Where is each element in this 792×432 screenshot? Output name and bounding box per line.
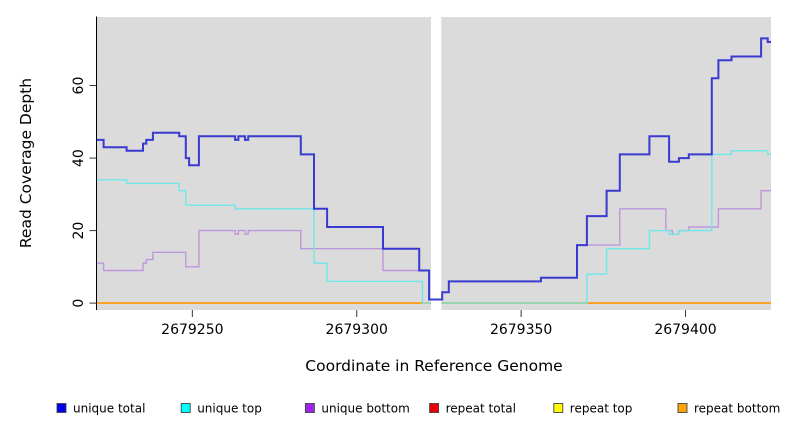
x-tick-label: 2679350 — [490, 322, 552, 338]
legend-label: repeat total — [446, 402, 516, 416]
x-tick-label: 2679400 — [654, 322, 716, 338]
y-tick-label: 0 — [71, 299, 87, 308]
x-axis-title: Coordinate in Reference Genome — [305, 357, 562, 375]
legend-label: repeat bottom — [694, 402, 780, 416]
legend-swatch-unique-top — [180, 403, 191, 413]
no-data-gap-mask — [431, 17, 442, 310]
legend-item-repeat-bottom: repeat bottom — [677, 402, 780, 416]
legend-item-repeat-total: repeat total — [429, 402, 516, 416]
legend-item-unique-bottom: unique bottom — [304, 402, 410, 416]
legend-item-unique-total: unique total — [56, 402, 145, 416]
legend-label: repeat top — [570, 402, 633, 416]
y-tick-label: 60 — [71, 77, 87, 95]
legend-swatch-unique-total — [56, 403, 67, 413]
series-line-unique-total — [97, 37, 771, 301]
x-tick-label: 2679300 — [326, 322, 388, 338]
legend-item-repeat-top: repeat top — [553, 402, 633, 416]
y-axis-title: Read Coverage Depth — [17, 78, 35, 248]
legend-label: unique bottom — [321, 402, 409, 416]
x-tick-label: 2679250 — [161, 322, 223, 338]
y-tick-label: 40 — [71, 149, 87, 167]
series-line-unique-top — [97, 150, 771, 304]
legend: unique total unique top unique bottom repea… — [56, 402, 780, 416]
legend-swatch-unique-bottom — [304, 403, 315, 413]
axes-layer: 0 20 40 60 2679250 2679300 2679350 2679400 — [71, 16, 717, 338]
series-layer — [97, 17, 771, 310]
legend-label: unique total — [73, 402, 145, 416]
legend-swatch-repeat-total — [429, 403, 440, 413]
legend-item-unique-top: unique top — [180, 402, 262, 416]
y-tick-label: 20 — [71, 222, 87, 240]
legend-label: unique top — [197, 402, 262, 416]
legend-swatch-repeat-top — [553, 403, 564, 413]
legend-swatch-repeat-bottom — [677, 403, 688, 413]
